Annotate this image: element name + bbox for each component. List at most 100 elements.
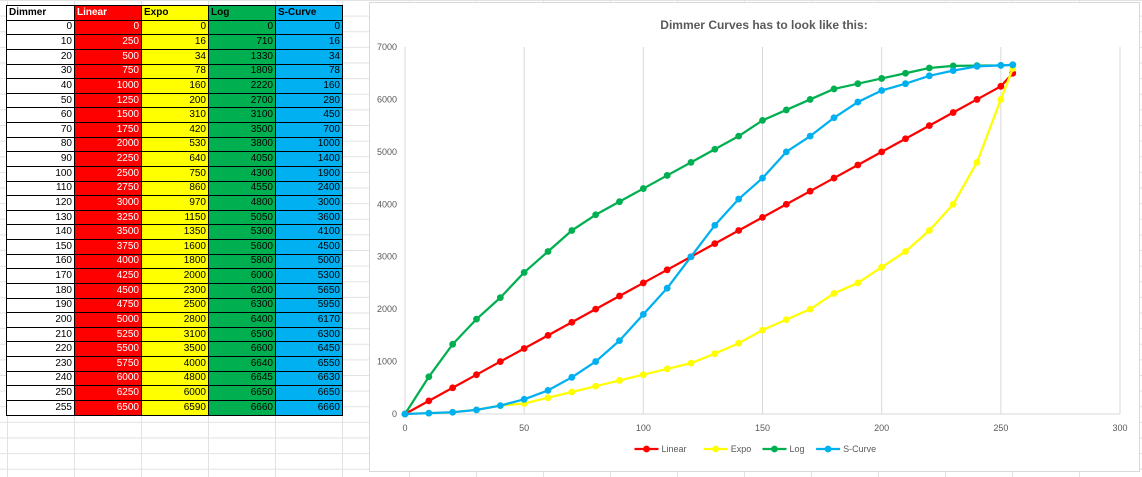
cell-dimmer[interactable]: 100 [6, 165, 75, 182]
data-point-expo[interactable] [759, 326, 766, 334]
data-point-linear[interactable] [854, 161, 862, 169]
data-point-log[interactable] [925, 64, 933, 72]
data-point-expo[interactable] [830, 290, 838, 297]
data-point-log[interactable] [878, 75, 886, 82]
data-point-expo[interactable] [592, 382, 600, 390]
cell-linear[interactable]: 5500 [74, 341, 142, 357]
data-point-s-curve[interactable] [687, 253, 695, 261]
cell-dimmer[interactable]: 150 [6, 239, 75, 255]
cell-expo[interactable]: 310 [141, 107, 209, 123]
data-point-linear[interactable] [830, 174, 838, 182]
series-line-linear[interactable] [404, 72, 1014, 415]
data-point-s-curve[interactable] [425, 409, 433, 417]
data-point-s-curve[interactable] [663, 284, 671, 292]
data-point-s-curve[interactable] [496, 402, 504, 410]
data-point-expo[interactable] [782, 316, 790, 324]
cell-scurve[interactable]: 6170 [275, 312, 343, 328]
cell-expo[interactable]: 160 [141, 78, 209, 94]
data-point-expo[interactable] [925, 227, 933, 234]
data-point-s-curve[interactable] [568, 373, 576, 381]
data-point-expo[interactable] [711, 350, 719, 358]
data-point-expo[interactable] [735, 339, 743, 347]
cell-scurve[interactable]: 4100 [275, 224, 343, 240]
cell-scurve[interactable]: 6300 [275, 326, 343, 343]
cell-scurve[interactable]: 78 [275, 63, 343, 80]
data-point-log[interactable] [735, 132, 743, 140]
data-point-s-curve[interactable] [1009, 61, 1017, 69]
cell-linear[interactable]: 3750 [74, 239, 142, 255]
data-point-s-curve[interactable] [449, 408, 457, 416]
cell-expo[interactable]: 530 [141, 136, 209, 153]
cell-log[interactable]: 6000 [208, 268, 276, 284]
data-point-log[interactable] [496, 294, 504, 302]
cell-scurve[interactable]: 6450 [275, 341, 343, 357]
cell-dimmer[interactable]: 160 [6, 253, 75, 270]
data-point-s-curve[interactable] [854, 98, 862, 106]
data-point-log[interactable] [425, 373, 433, 381]
data-point-log[interactable] [806, 96, 814, 103]
table-header-scurve[interactable]: S-Curve [275, 5, 343, 21]
data-point-expo[interactable] [639, 371, 647, 379]
cell-scurve[interactable]: 0 [275, 19, 343, 36]
data-point-s-curve[interactable] [735, 195, 743, 203]
data-point-s-curve[interactable] [616, 337, 623, 344]
cell-dimmer[interactable]: 110 [6, 180, 75, 197]
cell-log[interactable]: 4050 [208, 151, 276, 167]
cell-scurve[interactable]: 6630 [275, 370, 343, 387]
cell-log[interactable]: 3800 [208, 136, 276, 153]
legend-item-s-curve[interactable]: S-Curve [816, 444, 876, 454]
cell-scurve[interactable]: 34 [275, 48, 343, 65]
data-point-linear[interactable] [592, 305, 600, 313]
cell-dimmer[interactable]: 90 [6, 151, 75, 167]
cell-scurve[interactable]: 1900 [275, 165, 343, 182]
data-point-log[interactable] [592, 211, 600, 219]
data-point-linear[interactable] [759, 213, 766, 221]
data-point-log[interactable] [687, 158, 695, 166]
data-point-s-curve[interactable] [639, 310, 647, 318]
cell-dimmer[interactable]: 50 [6, 92, 75, 109]
cell-scurve[interactable]: 6550 [275, 356, 343, 372]
cell-dimmer[interactable]: 80 [6, 136, 75, 153]
cell-scurve[interactable]: 16 [275, 34, 343, 50]
cell-scurve[interactable]: 450 [275, 107, 343, 123]
cell-dimmer[interactable]: 255 [6, 399, 75, 416]
cell-linear[interactable]: 500 [74, 48, 142, 65]
cell-dimmer[interactable]: 0 [6, 19, 75, 36]
data-point-s-curve[interactable] [592, 358, 600, 365]
cell-dimmer[interactable]: 190 [6, 297, 75, 314]
cell-log[interactable]: 4800 [208, 195, 276, 211]
data-point-linear[interactable] [902, 135, 909, 143]
cell-scurve[interactable]: 5650 [275, 282, 343, 299]
cell-log[interactable]: 5050 [208, 209, 276, 226]
data-point-linear[interactable] [973, 96, 981, 103]
data-point-expo[interactable] [806, 305, 814, 313]
cell-log[interactable]: 4300 [208, 165, 276, 182]
cell-log[interactable]: 6650 [208, 385, 276, 401]
cell-linear[interactable]: 250 [74, 34, 142, 50]
data-point-s-curve[interactable] [711, 221, 719, 229]
data-point-expo[interactable] [997, 96, 1005, 103]
data-point-linear[interactable] [782, 200, 790, 208]
data-point-log[interactable] [663, 172, 671, 179]
cell-log[interactable]: 5300 [208, 224, 276, 240]
data-point-log[interactable] [759, 117, 766, 124]
cell-linear[interactable]: 2750 [74, 180, 142, 197]
data-point-s-curve[interactable] [782, 148, 790, 156]
data-point-s-curve[interactable] [806, 132, 814, 140]
data-point-expo[interactable] [854, 279, 862, 287]
data-point-expo[interactable] [568, 388, 576, 396]
cell-expo[interactable]: 3500 [141, 341, 209, 357]
cell-log[interactable]: 1330 [208, 48, 276, 65]
cell-linear[interactable]: 1750 [74, 122, 142, 138]
data-point-log[interactable] [616, 198, 623, 206]
data-point-s-curve[interactable] [401, 410, 409, 418]
data-point-linear[interactable] [425, 397, 433, 405]
data-point-linear[interactable] [878, 148, 886, 156]
cell-linear[interactable]: 4000 [74, 253, 142, 270]
data-point-log[interactable] [544, 248, 552, 255]
series-line-log[interactable] [404, 63, 1013, 415]
data-point-s-curve[interactable] [544, 387, 552, 394]
data-point-linear[interactable] [925, 122, 933, 130]
cell-expo[interactable]: 2800 [141, 312, 209, 328]
cell-log[interactable]: 6400 [208, 312, 276, 328]
